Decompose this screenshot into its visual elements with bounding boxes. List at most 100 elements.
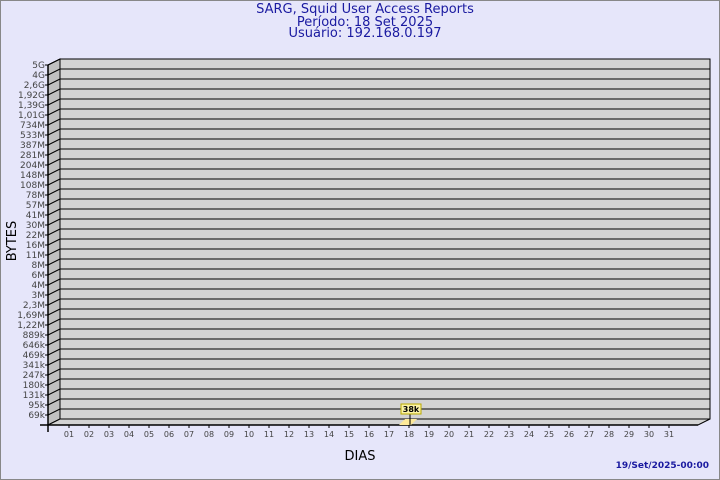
y-tick-label: 247k — [23, 371, 46, 381]
x-tick-label: 10 — [244, 430, 254, 439]
y-tick-label: 387M — [20, 141, 45, 151]
y-tick-label: 16M — [26, 241, 45, 251]
side-gridline — [47, 88, 61, 96]
x-tick-label: 01 — [64, 430, 74, 439]
y-tick-label: 6M — [32, 271, 46, 281]
y-tick-label: 281M — [20, 151, 45, 161]
floor — [47, 418, 711, 426]
side-gridline — [47, 198, 61, 206]
x-tick-label: 24 — [524, 430, 534, 439]
side-gridline — [47, 408, 61, 416]
x-tick-label: 25 — [544, 430, 554, 439]
side-gridline — [47, 278, 61, 286]
side-gridline — [47, 168, 61, 176]
y-tick-label: 41M — [26, 211, 45, 221]
y-tick-label: 78M — [26, 191, 45, 201]
x-tick-label: 11 — [264, 430, 274, 439]
y-tick-label: 1,92G — [18, 91, 45, 101]
x-tick-label: 30 — [644, 430, 654, 439]
x-tick-label: 13 — [304, 430, 314, 439]
y-tick-label: 533M — [20, 131, 45, 141]
side-gridline — [47, 118, 61, 126]
side-gridline — [47, 228, 61, 236]
bar-day-18 — [399, 419, 417, 425]
x-tick-label: 16 — [364, 430, 374, 439]
side-gridline — [47, 108, 61, 116]
x-tick-label: 28 — [604, 430, 614, 439]
side-gridline — [47, 58, 61, 66]
x-tick-label: 23 — [504, 430, 514, 439]
y-tick-label: 889k — [23, 331, 46, 341]
side-gridline — [47, 338, 61, 346]
side-gridline — [47, 128, 61, 136]
y-tick-label: 646k — [23, 341, 46, 351]
side-gridline — [47, 398, 61, 406]
y-tick-label: 95k — [28, 401, 45, 411]
side-gridline — [47, 318, 61, 326]
y-tick-label: 4G — [32, 71, 45, 81]
y-tick-label: 3M — [32, 291, 46, 301]
side-gridline — [47, 218, 61, 226]
side-gridline — [47, 388, 61, 396]
y-tick-label: 1,39G — [18, 101, 45, 111]
y-tick-label: 180k — [23, 381, 46, 391]
x-tick-label: 18 — [404, 430, 414, 439]
side-gridline — [47, 288, 61, 296]
side-gridline — [47, 238, 61, 246]
side-gridline — [47, 348, 61, 356]
side-gridline — [47, 308, 61, 316]
y-tick-label: 341k — [23, 361, 46, 371]
x-tick-label: 29 — [624, 430, 634, 439]
y-tick-label: 5G — [32, 61, 45, 71]
y-tick-label: 148M — [20, 171, 45, 181]
x-axis-title: DIAS — [345, 449, 376, 464]
side-gridline — [47, 258, 61, 266]
x-tick-label: 15 — [344, 430, 354, 439]
y-tick-label: 4M — [32, 281, 46, 291]
side-gridline — [47, 138, 61, 146]
x-tick-label: 22 — [484, 430, 494, 439]
side-gridline — [47, 68, 61, 76]
y-tick-label: 2,6G — [24, 81, 45, 91]
chart-subtitle-user: Usuário: 192.168.0.197 — [288, 26, 442, 41]
y-tick-label: 734M — [20, 121, 45, 131]
chart-title: SARG, Squid User Access Reports — [256, 2, 474, 17]
side-gridline — [47, 328, 61, 336]
x-tick-label: 19 — [424, 430, 434, 439]
side-gridline — [47, 178, 61, 186]
chart-subtitle-period: Período: 18 Set 2025 — [296, 15, 434, 30]
side-gridline — [47, 78, 61, 86]
side-gridline — [47, 248, 61, 256]
side-gridline — [47, 208, 61, 216]
y-axis-title: BYTES — [5, 221, 20, 262]
side-gridline — [47, 148, 61, 156]
x-tick-label: 05 — [144, 430, 154, 439]
data-label-box — [400, 403, 422, 415]
side-gridline — [47, 358, 61, 366]
y-tick-label: 1,69M — [17, 311, 45, 321]
x-tick-label: 09 — [224, 430, 234, 439]
y-tick-label: 469k — [23, 351, 46, 361]
x-tick-label: 17 — [384, 430, 394, 439]
x-tick-label: 26 — [564, 430, 574, 439]
x-tick-label: 20 — [444, 430, 454, 439]
x-tick-label: 21 — [464, 430, 474, 439]
x-tick-label: 02 — [84, 430, 94, 439]
x-tick-label: 12 — [284, 430, 294, 439]
x-tick-label: 03 — [104, 430, 114, 439]
side-gridline — [47, 98, 61, 106]
x-tick-label: 14 — [324, 430, 334, 439]
side-gridline — [47, 368, 61, 376]
y-tick-label: 22M — [26, 231, 45, 241]
side-gridline — [47, 378, 61, 386]
y-tick-label: 11M — [26, 251, 45, 261]
x-tick-label: 07 — [184, 430, 194, 439]
x-tick-label: 27 — [584, 430, 594, 439]
side-gridline — [47, 188, 61, 196]
x-tick-label: 08 — [204, 430, 214, 439]
side-gridline — [47, 298, 61, 306]
y-tick-label: 30M — [26, 221, 45, 231]
side-gridline — [47, 268, 61, 276]
y-tick-label: 57M — [26, 201, 45, 211]
